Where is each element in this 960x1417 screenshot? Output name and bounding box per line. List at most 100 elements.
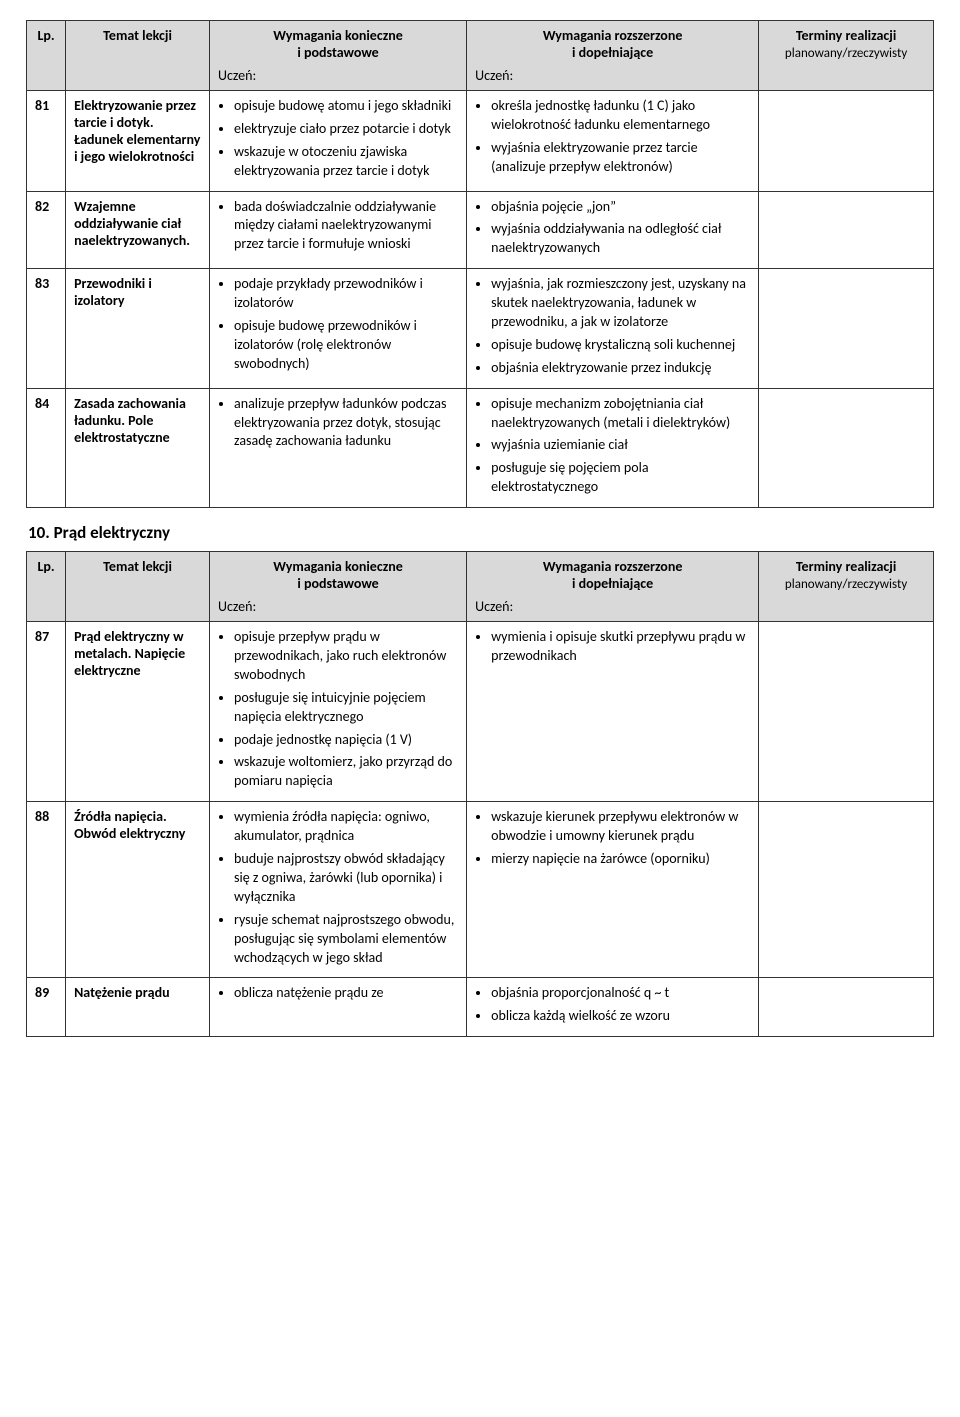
ext-list: wyjaśnia, jak rozmieszczony jest, uzyska… [475, 275, 750, 377]
ext-list: określa jednostkę ładunku (1 C) jako wie… [475, 97, 750, 177]
cell-req-basic: opisuje przepływ prądu w przewodnikach, … [210, 622, 467, 802]
list-item: objaśnia elektryzowanie przez indukcję [491, 359, 750, 378]
cell-terms [759, 622, 934, 802]
list-item: określa jednostkę ładunku (1 C) jako wie… [491, 97, 750, 135]
curriculum-table-1: Lp. Temat lekcji Wymagania konieczne i p… [26, 20, 934, 508]
list-item: objaśnia proporcjonalność q ~ t [491, 984, 750, 1003]
list-item: wymienia i opisuje skutki przepływu prąd… [491, 628, 750, 666]
table-row: 81Elektryzowanie przez tarcie i dotyk. Ł… [27, 91, 934, 192]
cell-req-ext: opisuje mechanizm zobojętniania ciał nae… [467, 388, 759, 507]
header-terms-2-l1: Terminy realizacji [767, 558, 925, 575]
cell-req-basic: wymienia źródła napięcia: ogniwo, akumul… [210, 802, 467, 978]
list-item: wyjaśnia uziemianie ciał [491, 436, 750, 455]
header-req-ext-2: Wymagania rozszerzone i dopełniające Ucz… [467, 552, 759, 622]
ext-list: objaśnia proporcjonalność q ~ toblicza k… [475, 984, 750, 1026]
header-req-basic: Wymagania konieczne i podstawowe Uczeń: [210, 21, 467, 91]
cell-lp: 88 [27, 802, 66, 978]
basic-list: opisuje budowę atomu i jego składnikiele… [218, 97, 458, 181]
table-body-1: 81Elektryzowanie przez tarcie i dotyk. Ł… [27, 91, 934, 508]
header-req-basic-2-l1: Wymagania konieczne [273, 558, 403, 575]
header-terms-2: Terminy realizacji planowany/rzeczywisty [759, 552, 934, 622]
header-terms-l2: planowany/rzeczywisty [767, 46, 925, 61]
cell-terms [759, 269, 934, 388]
cell-lp: 82 [27, 191, 66, 269]
ext-list: opisuje mechanizm zobojętniania ciał nae… [475, 395, 750, 497]
header-lp-2: Lp. [27, 552, 66, 622]
header-req-ext-l1: Wymagania rozszerzone [543, 27, 683, 44]
cell-req-ext: wymienia i opisuje skutki przepływu prąd… [467, 622, 759, 802]
basic-list: bada doświadczalnie oddziaływanie między… [218, 198, 458, 255]
list-item: oblicza natężenie prądu ze [234, 984, 458, 1003]
cell-topic: Źródła napięcia. Obwód elektryczny [66, 802, 210, 978]
cell-topic: Zasada zachowania ładunku. Pole elektros… [66, 388, 210, 507]
table-row: 83Przewodniki i izolatory podaje przykład… [27, 269, 934, 388]
list-item: opisuje przepływ prądu w przewodnikach, … [234, 628, 458, 685]
ext-list: wymienia i opisuje skutki przepływu prąd… [475, 628, 750, 666]
curriculum-table-2: Lp. Temat lekcji Wymagania konieczne i p… [26, 551, 934, 1037]
list-item: podaje jednostkę napięcia (1 V) [234, 731, 458, 750]
table-row: 84Zasada zachowania ładunku. Pole elektr… [27, 388, 934, 507]
list-item: posługuje się intuicyjnie pojęciem napię… [234, 689, 458, 727]
list-item: objaśnia pojęcie „jon” [491, 198, 750, 217]
cell-topic: Prąd elektryczny w metalach. Napięcie el… [66, 622, 210, 802]
header-lp: Lp. [27, 21, 66, 91]
basic-list: analizuje przepływ ładunków podczas elek… [218, 395, 458, 452]
header-terms: Terminy realizacji planowany/rzeczywisty [759, 21, 934, 91]
list-item: wskazuje kierunek przepływu elektronów w… [491, 808, 750, 846]
list-item: opisuje budowę przewodników i izolatorów… [234, 317, 458, 374]
cell-lp: 87 [27, 622, 66, 802]
cell-req-ext: określa jednostkę ładunku (1 C) jako wie… [467, 91, 759, 192]
cell-req-basic: opisuje budowę atomu i jego składnikiele… [210, 91, 467, 192]
header-student-basic-2: Uczeń: [218, 598, 458, 615]
list-item: analizuje przepływ ładunków podczas elek… [234, 395, 458, 452]
list-item: wskazuje woltomierz, jako przyrząd do po… [234, 753, 458, 791]
basic-list: wymienia źródła napięcia: ogniwo, akumul… [218, 808, 458, 967]
list-item: wyjaśnia, jak rozmieszczony jest, uzyska… [491, 275, 750, 332]
header-topic-2: Temat lekcji [66, 552, 210, 622]
header-terms-l1: Terminy realizacji [767, 27, 925, 44]
header-topic: Temat lekcji [66, 21, 210, 91]
cell-lp: 83 [27, 269, 66, 388]
list-item: bada doświadczalnie oddziaływanie między… [234, 198, 458, 255]
list-item: mierzy napięcie na żarówce (oporniku) [491, 850, 750, 869]
cell-terms [759, 191, 934, 269]
table-row: 88Źródła napięcia. Obwód elektryczny wymi… [27, 802, 934, 978]
cell-terms [759, 388, 934, 507]
cell-lp: 84 [27, 388, 66, 507]
header-student-basic: Uczeń: [218, 67, 458, 84]
list-item: opisuje mechanizm zobojętniania ciał nae… [491, 395, 750, 433]
header-req-basic-l2: i podstawowe [297, 44, 378, 61]
table-row: 82Wzajemne oddziaływanie ciał naelektryz… [27, 191, 934, 269]
header-req-ext-2-l1: Wymagania rozszerzone [543, 558, 683, 575]
cell-terms [759, 978, 934, 1037]
table-body-2: 87Prąd elektryczny w metalach. Napięcie … [27, 622, 934, 1037]
cell-req-ext: wskazuje kierunek przepływu elektronów w… [467, 802, 759, 978]
header-req-basic-l1: Wymagania konieczne [273, 27, 403, 44]
cell-req-ext: wyjaśnia, jak rozmieszczony jest, uzyska… [467, 269, 759, 388]
cell-terms [759, 802, 934, 978]
cell-terms [759, 91, 934, 192]
list-item: wymienia źródła napięcia: ogniwo, akumul… [234, 808, 458, 846]
cell-topic: Elektryzowanie przez tarcie i dotyk. Ład… [66, 91, 210, 192]
cell-topic: Przewodniki i izolatory [66, 269, 210, 388]
ext-list: objaśnia pojęcie „jon” wyjaśnia oddziaływ… [475, 198, 750, 259]
cell-req-ext: objaśnia proporcjonalność q ~ toblicza k… [467, 978, 759, 1037]
header-req-basic-2: Wymagania konieczne i podstawowe Uczeń: [210, 552, 467, 622]
table-header-2: Lp. Temat lekcji Wymagania konieczne i p… [27, 552, 934, 622]
cell-lp: 89 [27, 978, 66, 1037]
table-row: 89Natężenie prąduoblicza natężenie prądu… [27, 978, 934, 1037]
cell-req-basic: analizuje przepływ ładunków podczas elek… [210, 388, 467, 507]
basic-list: podaje przykłady przewodników i izolator… [218, 275, 458, 373]
list-item: opisuje budowę krystaliczną soli kuchenn… [491, 336, 750, 355]
list-item: wyjaśnia oddziaływania na odległość ciał… [491, 220, 750, 258]
basic-list: oblicza natężenie prądu ze [218, 984, 458, 1003]
cell-lp: 81 [27, 91, 66, 192]
list-item: buduje najprostszy obwód składający się … [234, 850, 458, 907]
list-item: elektryzuje ciało przez potarcie i dotyk [234, 120, 458, 139]
header-req-ext-l2: i dopełniające [572, 44, 653, 61]
list-item: rysuje schemat najprostszego obwodu, pos… [234, 911, 458, 968]
cell-topic: Wzajemne oddziaływanie ciał naelektryzow… [66, 191, 210, 269]
cell-req-basic: oblicza natężenie prądu ze [210, 978, 467, 1037]
ext-list: wskazuje kierunek przepływu elektronów w… [475, 808, 750, 869]
list-item: podaje przykłady przewodników i izolator… [234, 275, 458, 313]
